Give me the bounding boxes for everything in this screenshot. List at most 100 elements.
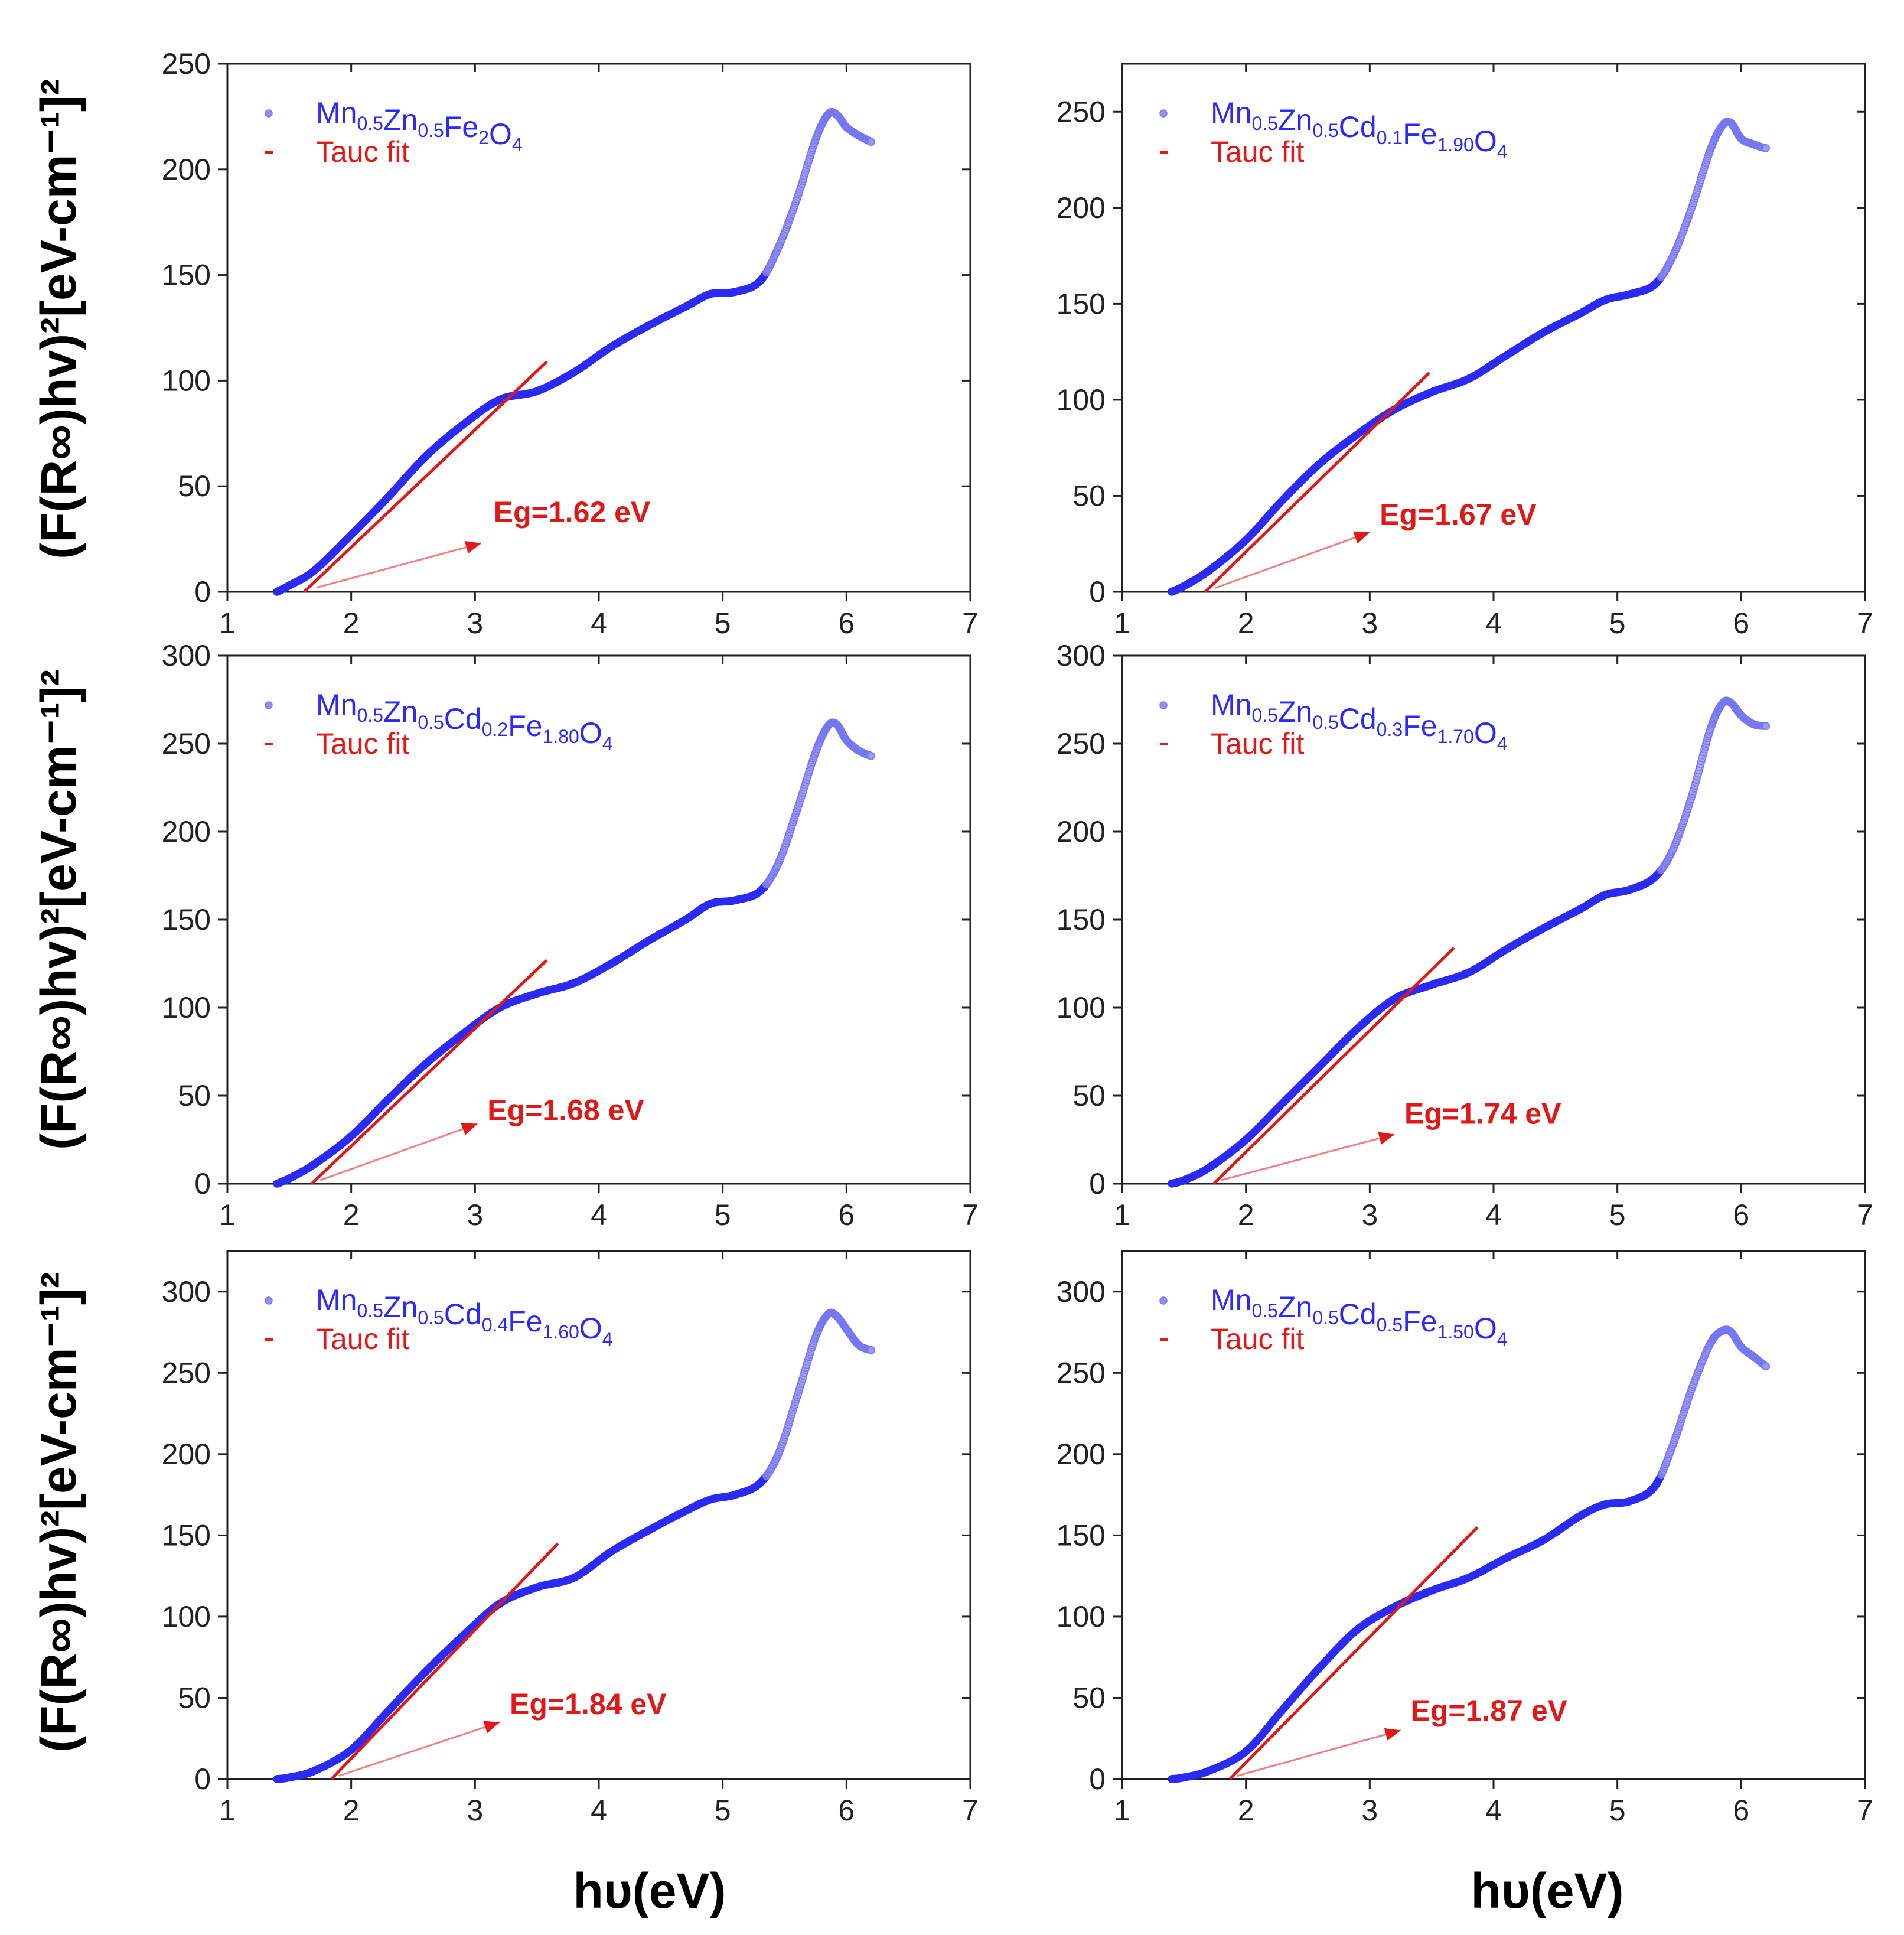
formula-element: Mn xyxy=(1211,96,1251,129)
legend-label-fit: Tauc fit xyxy=(316,1322,410,1356)
legend-label-series: Mn0.5Zn0.5Cd0.1Fe1.90O4 xyxy=(1211,96,1508,162)
y-tick-label: 0 xyxy=(1089,1167,1106,1200)
y-tick-label: 50 xyxy=(178,470,211,503)
formula-element: Cd xyxy=(1339,1298,1377,1331)
x-axis-title-left: hυ(eV) xyxy=(573,1863,726,1918)
x-tick-label: 5 xyxy=(1609,1198,1626,1232)
formula-subscript: 1.50 xyxy=(1437,1321,1474,1343)
data-series-markers xyxy=(273,108,876,596)
formula-element: O xyxy=(579,1312,602,1345)
x-tick-label: 5 xyxy=(715,607,731,640)
formula-element: Mn xyxy=(1211,1284,1251,1317)
x-tick-label: 7 xyxy=(1857,1794,1873,1827)
formula-subscript: 2 xyxy=(478,127,489,148)
x-tick-label: 6 xyxy=(1733,1198,1749,1232)
x-tick-label: 7 xyxy=(962,1198,979,1232)
eg-arrow-head xyxy=(1353,531,1370,544)
y-tick-label: 250 xyxy=(162,1356,211,1389)
legend-label-fit: Tauc fit xyxy=(1211,135,1305,168)
formula-subscript: 0.5 xyxy=(1312,120,1338,141)
x-tick-label: 2 xyxy=(1238,1198,1254,1232)
y-tick-label: 250 xyxy=(162,47,211,80)
x-tick-label: 1 xyxy=(219,1198,236,1232)
tauc-fit-line xyxy=(1212,946,1455,1185)
legend-label-fit: Tauc fit xyxy=(316,727,410,760)
formula-element: Cd xyxy=(444,1298,482,1331)
x-tick-label: 5 xyxy=(715,1198,731,1232)
data-point xyxy=(1762,144,1771,152)
x-tick-label: 7 xyxy=(962,1794,979,1827)
formula-element: O xyxy=(1474,125,1497,158)
x-tick-label: 2 xyxy=(343,1794,360,1827)
y-axis-title-middle: (F(R∞)hv)²[eV-cm⁻¹]² xyxy=(31,669,86,1149)
formula-element: Mn xyxy=(1211,688,1251,721)
y-tick-label: 300 xyxy=(1057,1275,1106,1308)
legend-label-series: Mn0.5Zn0.5Fe2O4 xyxy=(316,96,523,155)
formula-element: Zn xyxy=(1278,695,1312,728)
y-tick-label: 100 xyxy=(1057,1600,1106,1633)
formula-element: Cd xyxy=(1339,702,1377,735)
legend-label-fit: Tauc fit xyxy=(316,135,410,168)
x-tick-label: 7 xyxy=(962,607,979,640)
eg-arrow-head xyxy=(464,540,481,554)
x-tick-label: 1 xyxy=(219,1794,236,1827)
y-tick-label: 50 xyxy=(178,1079,211,1112)
y-tick-label: 200 xyxy=(1057,1438,1106,1471)
formula-subscript: 0.5 xyxy=(1377,1314,1403,1335)
eg-arrow-line xyxy=(338,1721,500,1777)
x-tick-label: 7 xyxy=(1857,607,1873,640)
x-tick-label: 5 xyxy=(1609,1794,1626,1827)
band-gap-label: Eg=1.84 eV xyxy=(510,1688,667,1721)
formula-subscript: 4 xyxy=(512,134,523,155)
y-tick-label: 300 xyxy=(1057,639,1106,672)
band-gap-label: Eg=1.62 eV xyxy=(494,496,651,529)
y-tick-label: 150 xyxy=(162,903,211,936)
formula-element: O xyxy=(1474,716,1497,750)
y-tick-label: 150 xyxy=(162,1519,211,1552)
eg-arrow-head xyxy=(461,1123,478,1135)
x-tick-label: 5 xyxy=(715,1794,731,1827)
formula-element: Fe xyxy=(1403,709,1437,742)
formula-subscript: 1.90 xyxy=(1437,134,1474,155)
x-tick-label: 6 xyxy=(838,1198,855,1232)
formula-subscript: 0.2 xyxy=(482,719,508,740)
band-gap-label: Eg=1.87 eV xyxy=(1411,1694,1568,1727)
data-point xyxy=(867,138,876,146)
formula-element: Mn xyxy=(316,1284,357,1317)
formula-element: O xyxy=(579,716,602,750)
x-tick-label: 4 xyxy=(1485,1794,1502,1827)
formula-subscript: 4 xyxy=(602,1328,613,1350)
formula-subscript: 1.70 xyxy=(1437,726,1474,747)
tauc-fit-line xyxy=(1228,1526,1479,1780)
y-tick-label: 50 xyxy=(1072,1079,1106,1112)
y-tick-label: 150 xyxy=(1057,287,1106,320)
formula-element: Zn xyxy=(1278,1291,1312,1324)
y-tick-label: 50 xyxy=(1072,1681,1106,1714)
y-tick-label: 100 xyxy=(162,991,211,1024)
tauc-fit-line xyxy=(1204,372,1430,593)
x-tick-label: 3 xyxy=(467,1794,483,1827)
y-tick-label: 250 xyxy=(162,727,211,760)
y-tick-label: 250 xyxy=(1057,727,1106,760)
legend-marker-data xyxy=(1159,109,1168,118)
formula-element: O xyxy=(1474,1312,1497,1345)
y-tick-label: 100 xyxy=(162,364,211,397)
x-tick-label: 4 xyxy=(1485,1198,1502,1232)
x-tick-label: 1 xyxy=(1114,1794,1130,1827)
formula-subscript: 4 xyxy=(602,733,613,754)
y-tick-label: 200 xyxy=(162,1438,211,1471)
y-tick-label: 50 xyxy=(178,1681,211,1714)
x-tick-label: 4 xyxy=(591,607,607,640)
tauc-fit-line xyxy=(303,360,548,593)
formula-element: Zn xyxy=(383,1291,418,1324)
formula-subscript: 0.5 xyxy=(1251,113,1277,134)
formula-subscript: 4 xyxy=(1497,733,1508,754)
y-tick-label: 150 xyxy=(162,259,211,292)
formula-subscript: 0.5 xyxy=(418,712,444,733)
formula-subscript: 0.5 xyxy=(357,1300,383,1321)
